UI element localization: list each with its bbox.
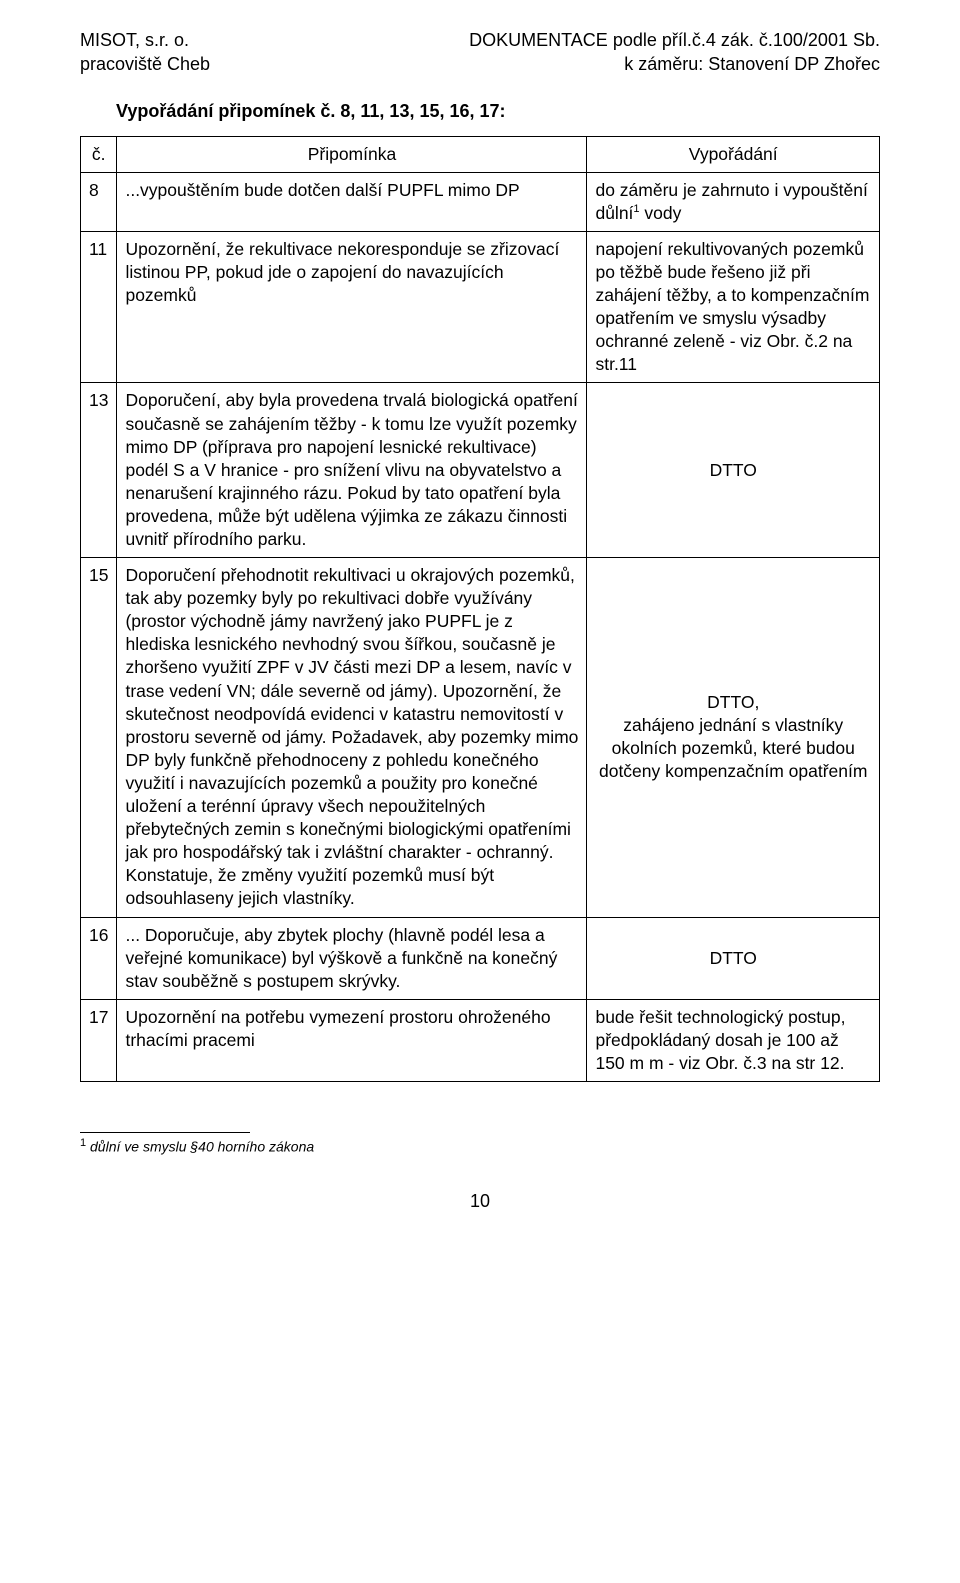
header-left: MISOT, s.r. o. pracoviště Cheb [80,28,210,77]
row-num: 8 [81,172,117,231]
row-response: napojení rekultivovaných pozemků po těžb… [587,231,880,383]
row-num: 16 [81,917,117,999]
row-num: 15 [81,558,117,917]
row-comment: Upozornění, že rekultivace nekoresponduj… [117,231,587,383]
row-comment: Doporučení, aby byla provedena trvalá bi… [117,383,587,558]
row-response-pre: do záměru je zahrnuto i vypouštění důlní [595,180,867,223]
col-header-comment: Připomínka [117,136,587,172]
header-right-line2: k záměru: Stanovení DP Zhořec [469,52,880,76]
col-header-response: Vypořádání [587,136,880,172]
table-row: 17 Upozornění na potřebu vymezení prosto… [81,999,880,1081]
section-title: Vypořádání připomínek č. 8, 11, 13, 15, … [116,101,880,122]
row-response: DTTO, zahájeno jednání s vlastníky okoln… [587,558,880,917]
header-left-line2: pracoviště Cheb [80,52,210,76]
footnote: 1 důlní ve smyslu §40 horního zákona [80,1137,880,1155]
row-num: 11 [81,231,117,383]
row-response: do záměru je zahrnuto i vypouštění důlní… [587,172,880,231]
col-header-num: č. [81,136,117,172]
row-comment: ...vypouštěním bude dotčen další PUPFL m… [117,172,587,231]
table-row: 16 ... Doporučuje, aby zbytek plochy (hl… [81,917,880,999]
page-number: 10 [80,1191,880,1212]
header-right: DOKUMENTACE podle příl.č.4 zák. č.100/20… [469,28,880,77]
row-comment: Upozornění na potřebu vymezení prostoru … [117,999,587,1081]
table-row: 15 Doporučení přehodnotit rekultivaci u … [81,558,880,917]
header-right-line1: DOKUMENTACE podle příl.č.4 zák. č.100/20… [469,28,880,52]
row-response: bude řešit technologický postup, předpok… [587,999,880,1081]
comments-table: č. Připomínka Vypořádání 8 ...vypouštění… [80,136,880,1082]
page-header: MISOT, s.r. o. pracoviště Cheb DOKUMENTA… [80,28,880,77]
page-container: MISOT, s.r. o. pracoviště Cheb DOKUMENTA… [0,0,960,1583]
footnote-text: důlní ve smyslu §40 horního zákona [86,1139,314,1155]
table-row: 11 Upozornění, že rekultivace nekorespon… [81,231,880,383]
table-row: 13 Doporučení, aby byla provedena trvalá… [81,383,880,558]
row-response: DTTO [587,383,880,558]
table-row: 8 ...vypouštěním bude dotčen další PUPFL… [81,172,880,231]
row-response: DTTO [587,917,880,999]
header-left-line1: MISOT, s.r. o. [80,28,210,52]
row-num: 17 [81,999,117,1081]
row-comment: Doporučení přehodnotit rekultivaci u okr… [117,558,587,917]
table-header-row: č. Připomínka Vypořádání [81,136,880,172]
row-num: 13 [81,383,117,558]
footnote-rule [80,1132,250,1133]
row-comment: ... Doporučuje, aby zbytek plochy (hlavn… [117,917,587,999]
row-response-post: vody [640,203,682,223]
